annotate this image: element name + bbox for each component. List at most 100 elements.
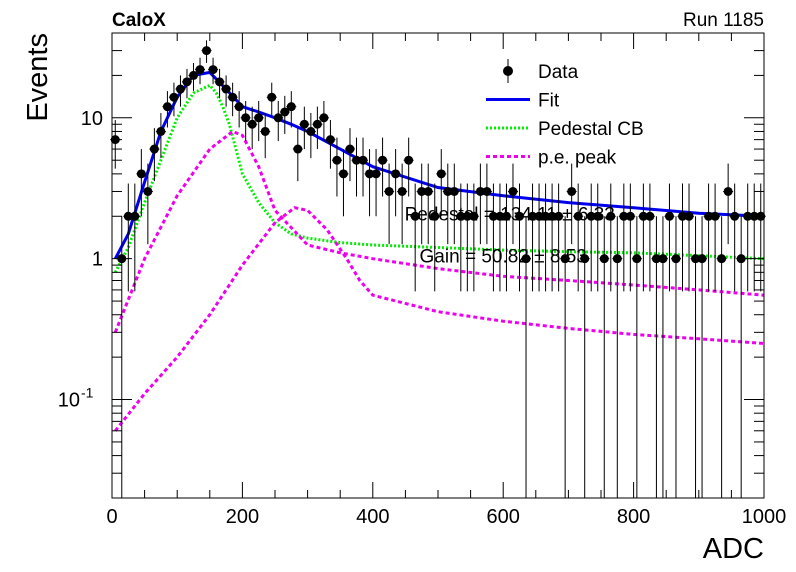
data-point xyxy=(215,77,225,87)
data-point xyxy=(619,211,629,221)
data-point xyxy=(286,102,296,112)
data-point xyxy=(495,211,505,221)
data-point xyxy=(136,169,146,179)
data-point xyxy=(273,113,283,123)
data-point xyxy=(501,211,511,221)
data-point xyxy=(365,169,375,179)
legend-label-data: Data xyxy=(538,62,579,83)
data-point xyxy=(384,186,394,196)
data-point xyxy=(208,65,218,75)
data-point xyxy=(338,169,348,179)
data-point xyxy=(149,144,159,154)
y-tick-label: 10 xyxy=(81,108,103,130)
data-point xyxy=(169,92,179,102)
data-point xyxy=(475,186,485,196)
data-point xyxy=(534,211,544,221)
data-point xyxy=(404,155,414,165)
data-point xyxy=(156,126,166,136)
legend-label-fit: Fit xyxy=(538,91,560,112)
x-tick-label: 1000 xyxy=(742,506,787,528)
data-point xyxy=(241,113,251,123)
data-point xyxy=(436,169,446,179)
y-tick-exponent: -1 xyxy=(81,385,94,401)
data-point xyxy=(554,211,564,221)
data-point xyxy=(736,254,746,264)
data-point xyxy=(325,135,335,145)
data-point xyxy=(391,169,401,179)
x-tick-label: 400 xyxy=(356,506,389,528)
data-point xyxy=(130,211,140,221)
legend-label-p-e-peak: p.e. peak xyxy=(538,148,617,169)
data-point xyxy=(645,211,655,221)
data-point xyxy=(221,84,231,94)
data-point xyxy=(352,155,361,165)
data-point xyxy=(397,186,407,196)
data-point xyxy=(228,92,238,102)
data-point xyxy=(443,186,453,196)
x-tick-label: 600 xyxy=(487,506,520,528)
data-point xyxy=(632,254,642,264)
data-point xyxy=(547,211,557,221)
data-point xyxy=(189,70,198,80)
x-tick-label: 0 xyxy=(106,506,117,528)
y-tick-label: 10 xyxy=(58,390,80,412)
data-point xyxy=(593,211,603,221)
legend-marker-data xyxy=(503,66,513,76)
data-point xyxy=(332,155,342,165)
data-point xyxy=(612,254,622,264)
data-point xyxy=(260,126,270,136)
data-point xyxy=(625,211,635,221)
legend: Data Fit Pedestal CB p.e. peak xyxy=(486,59,644,169)
data-point xyxy=(723,186,733,196)
data-point xyxy=(410,211,420,221)
data-point xyxy=(254,113,264,123)
data-point xyxy=(482,186,492,196)
y-tick-label: 1 xyxy=(92,249,103,271)
data-point xyxy=(528,211,538,221)
data-point xyxy=(599,254,609,264)
data-point xyxy=(378,155,388,165)
data-point xyxy=(697,254,707,264)
data-points xyxy=(110,40,766,498)
data-point xyxy=(456,211,466,221)
data-point xyxy=(267,92,277,102)
data-point xyxy=(202,46,212,56)
data-point xyxy=(684,211,694,221)
data-point xyxy=(580,254,590,264)
data-point xyxy=(488,211,498,221)
data-point xyxy=(358,155,368,165)
data-point xyxy=(586,211,596,221)
y-axis-title: Events xyxy=(22,33,54,122)
data-point xyxy=(743,211,753,221)
data-point xyxy=(293,144,303,154)
data-point xyxy=(560,254,570,264)
data-point xyxy=(195,65,205,75)
x-axis-title: ADC xyxy=(703,533,764,565)
fit-result-1: Gain = 50.82 ± 8.53 xyxy=(420,247,587,268)
data-point xyxy=(247,119,257,129)
data-point xyxy=(651,254,661,264)
annotations: Pedestal = 134.11 ± 6.33 Gain = 50.82 ± 8… xyxy=(405,204,615,267)
data-point xyxy=(567,186,577,196)
data-point xyxy=(430,211,440,221)
data-point xyxy=(449,186,459,196)
data-point xyxy=(162,102,172,112)
experiment-label: CaloX xyxy=(112,10,166,31)
data-point xyxy=(691,254,701,264)
data-point xyxy=(704,211,714,221)
data-point xyxy=(371,169,381,179)
legend-label-pedestal-cb: Pedestal CB xyxy=(538,119,644,140)
data-point xyxy=(417,186,427,196)
data-point xyxy=(319,113,329,123)
data-point xyxy=(462,211,472,221)
data-point xyxy=(541,211,551,221)
data-point xyxy=(423,186,433,196)
fit-curve-p-e-peak xyxy=(113,129,765,333)
data-point xyxy=(521,254,531,264)
data-point xyxy=(717,254,727,264)
data-point xyxy=(345,144,355,154)
data-point xyxy=(678,211,687,221)
data-point xyxy=(730,211,740,221)
